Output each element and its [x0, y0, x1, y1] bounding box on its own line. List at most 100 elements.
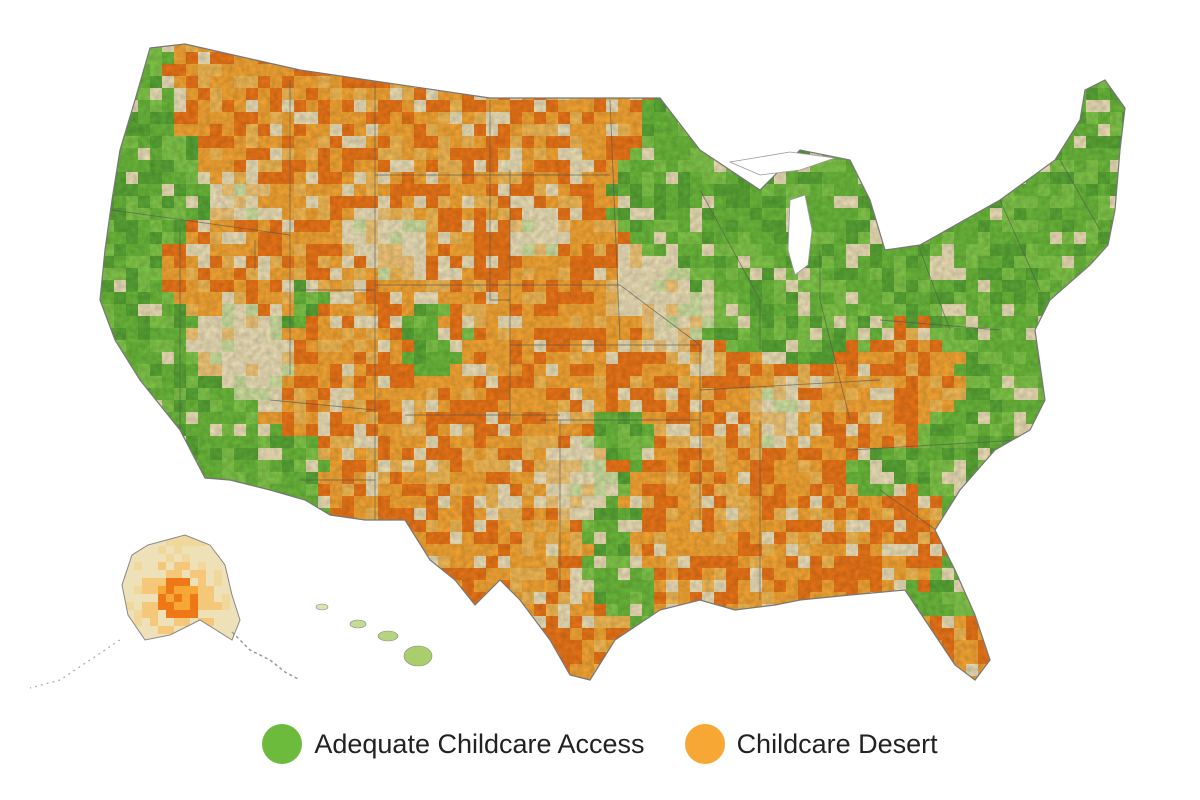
map-cell [690, 616, 703, 629]
map-cell [1074, 544, 1087, 557]
map-cell [642, 52, 655, 65]
map-cell [1098, 328, 1111, 341]
map-cell [102, 580, 115, 593]
map-cell [1110, 304, 1123, 317]
map-cell [330, 616, 343, 629]
map-cell [1074, 592, 1087, 605]
map-cell [906, 112, 919, 125]
map-cell [990, 172, 1003, 185]
map-cell [762, 688, 775, 701]
map-cell [100, 184, 103, 197]
map-cell [206, 602, 215, 611]
map-cell [498, 688, 511, 701]
map-cell [1038, 664, 1051, 677]
map-cell [1062, 616, 1075, 629]
map-cell [330, 532, 343, 545]
map-cell [894, 88, 907, 101]
map-cell [1074, 352, 1087, 365]
map-cell [546, 652, 559, 665]
map-cell [102, 520, 115, 533]
map-cell [114, 508, 127, 521]
map-cell [174, 618, 183, 627]
map-cell [438, 580, 451, 593]
map-cell [654, 664, 667, 677]
map-cell [882, 196, 895, 209]
map-cell [222, 538, 231, 547]
map-cell [150, 562, 159, 571]
map-cell [726, 76, 739, 89]
map-cell [438, 652, 451, 665]
map-cell [1002, 628, 1015, 641]
map-cell [206, 586, 215, 595]
map-cell [750, 52, 763, 65]
map-cell [666, 88, 679, 101]
map-cell [450, 640, 463, 653]
map-cell [462, 628, 475, 641]
map-cell [990, 460, 1003, 473]
map-cell [1122, 388, 1125, 401]
map-cell [198, 535, 207, 539]
map-cell [750, 664, 763, 677]
map-cell [100, 592, 103, 605]
map-cell [214, 562, 223, 571]
map-cell [1122, 280, 1125, 293]
map-cell [1050, 592, 1063, 605]
map-cell [834, 52, 847, 65]
map-cell [222, 578, 231, 587]
map-cell [1110, 460, 1123, 473]
map-cell [594, 44, 607, 53]
map-cell [230, 546, 239, 555]
map-cell [450, 64, 463, 77]
map-cell [210, 688, 223, 701]
map-cell [1122, 52, 1125, 65]
map-cell [158, 602, 167, 611]
map-cell [978, 172, 991, 185]
map-cell [402, 64, 415, 77]
map-cell [498, 664, 511, 677]
map-cell [786, 664, 799, 677]
map-cell [1098, 496, 1111, 509]
map-cell [762, 664, 775, 677]
map-cell [1074, 652, 1087, 665]
map-cell [190, 618, 199, 627]
map-cell [390, 688, 403, 701]
map-cell [1002, 472, 1015, 485]
map-cell [234, 44, 247, 53]
map-cell [246, 568, 259, 581]
map-cell [1086, 676, 1099, 680]
map-cell [882, 616, 895, 629]
map-cell [1062, 472, 1075, 485]
map-cell [414, 52, 427, 65]
map-cell [126, 424, 139, 437]
map-cell [1002, 676, 1015, 680]
map-cell [822, 64, 835, 77]
map-cell [690, 124, 703, 137]
map-cell [414, 604, 427, 617]
map-cell [222, 602, 231, 611]
map-cell [1086, 652, 1099, 665]
map-cell [966, 124, 979, 137]
map-cell [102, 496, 115, 509]
map-cell [1002, 604, 1015, 617]
map-cell [294, 664, 307, 677]
map-cell [378, 688, 391, 701]
map-cell [774, 628, 787, 641]
map-cell [990, 580, 1003, 593]
map-cell [402, 532, 415, 545]
map-cell [1002, 532, 1015, 545]
map-cell [1038, 688, 1051, 701]
map-cell [198, 562, 207, 571]
map-cell [1026, 664, 1039, 677]
map-cell [390, 604, 403, 617]
map-cell [1062, 112, 1075, 125]
map-cell [486, 640, 499, 653]
map-cell [222, 664, 235, 677]
map-cell [918, 64, 931, 77]
map-cell [942, 172, 955, 185]
alaska [122, 535, 240, 640]
map-cell [306, 664, 319, 677]
map-cell [306, 676, 319, 680]
map-cell [846, 112, 859, 125]
map-cell [100, 76, 103, 89]
map-cell [546, 52, 559, 65]
